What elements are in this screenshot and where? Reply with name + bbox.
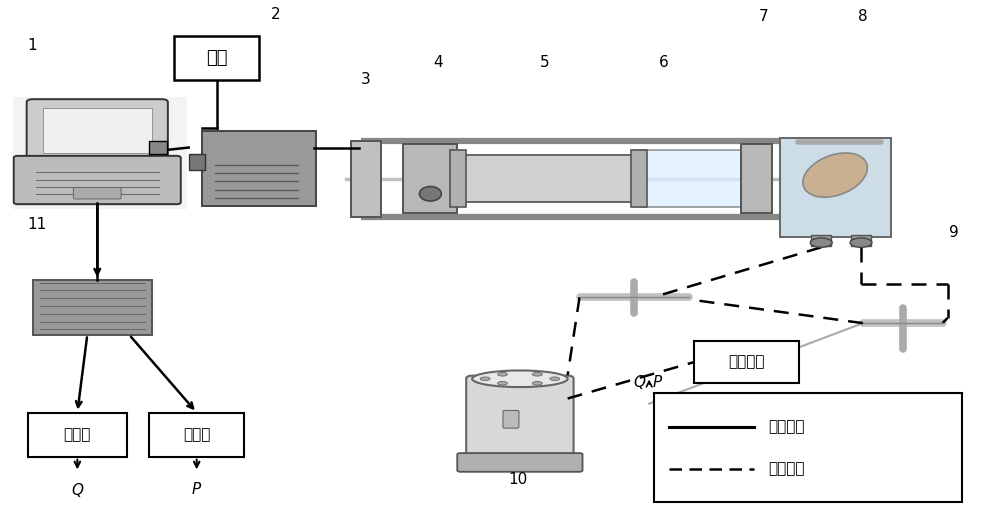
- FancyBboxPatch shape: [851, 235, 871, 246]
- FancyBboxPatch shape: [780, 138, 891, 237]
- FancyBboxPatch shape: [403, 144, 457, 213]
- Text: 9: 9: [949, 225, 959, 240]
- Text: 6: 6: [659, 55, 669, 70]
- FancyBboxPatch shape: [43, 107, 152, 153]
- FancyBboxPatch shape: [149, 413, 244, 457]
- Text: $Q$: $Q$: [633, 373, 646, 391]
- Ellipse shape: [850, 238, 872, 247]
- Ellipse shape: [803, 153, 867, 197]
- FancyBboxPatch shape: [174, 36, 259, 80]
- FancyBboxPatch shape: [631, 150, 647, 207]
- FancyBboxPatch shape: [33, 280, 152, 335]
- Ellipse shape: [498, 381, 507, 385]
- Text: 2: 2: [271, 7, 281, 22]
- FancyBboxPatch shape: [202, 131, 316, 206]
- Text: 电路连接: 电路连接: [769, 420, 805, 434]
- Ellipse shape: [532, 372, 542, 376]
- Ellipse shape: [472, 370, 568, 387]
- FancyBboxPatch shape: [351, 141, 381, 217]
- FancyBboxPatch shape: [457, 453, 583, 472]
- FancyBboxPatch shape: [13, 97, 187, 209]
- FancyBboxPatch shape: [639, 150, 749, 207]
- FancyBboxPatch shape: [149, 141, 167, 154]
- Text: 管路连接: 管路连接: [769, 461, 805, 476]
- Text: $P$: $P$: [652, 374, 663, 390]
- Text: 5: 5: [540, 55, 549, 70]
- Text: 开关: 开关: [206, 49, 227, 67]
- FancyBboxPatch shape: [466, 376, 574, 459]
- Ellipse shape: [419, 187, 441, 201]
- Text: 11: 11: [28, 217, 47, 232]
- FancyBboxPatch shape: [654, 393, 962, 502]
- Text: $P$: $P$: [191, 481, 202, 497]
- Ellipse shape: [480, 377, 490, 381]
- Text: 4: 4: [433, 55, 443, 70]
- FancyBboxPatch shape: [694, 341, 799, 383]
- FancyBboxPatch shape: [458, 155, 639, 202]
- Ellipse shape: [550, 377, 560, 381]
- Ellipse shape: [532, 381, 542, 385]
- FancyBboxPatch shape: [73, 188, 121, 199]
- FancyBboxPatch shape: [811, 235, 831, 246]
- FancyBboxPatch shape: [27, 99, 168, 160]
- FancyBboxPatch shape: [741, 144, 772, 213]
- FancyBboxPatch shape: [14, 156, 181, 204]
- Text: 3: 3: [361, 72, 371, 87]
- FancyBboxPatch shape: [503, 410, 519, 428]
- Text: $Q$: $Q$: [71, 481, 84, 499]
- FancyBboxPatch shape: [450, 150, 466, 207]
- Text: 压力计: 压力计: [183, 428, 210, 442]
- Text: 8: 8: [858, 9, 868, 24]
- FancyBboxPatch shape: [28, 413, 127, 457]
- Ellipse shape: [810, 238, 832, 247]
- Text: 7: 7: [759, 9, 768, 24]
- Text: 流量计: 流量计: [64, 428, 91, 442]
- Text: 1: 1: [28, 38, 37, 53]
- Text: 待测部件: 待测部件: [728, 355, 765, 370]
- FancyBboxPatch shape: [189, 154, 205, 170]
- Text: 10: 10: [508, 472, 527, 487]
- Ellipse shape: [498, 372, 507, 376]
